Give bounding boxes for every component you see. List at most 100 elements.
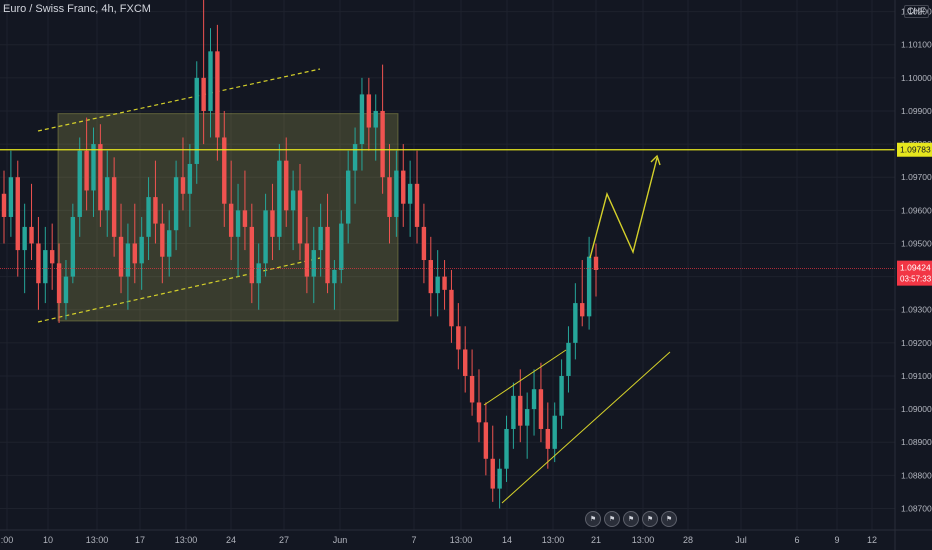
candle[interactable] [463, 326, 468, 393]
wedge-upper-line[interactable] [483, 349, 567, 406]
candle[interactable] [22, 203, 27, 294]
candle[interactable] [63, 260, 69, 320]
candle[interactable] [311, 226, 316, 304]
candle[interactable] [490, 425, 495, 502]
candle[interactable] [401, 144, 406, 227]
candle[interactable] [566, 326, 571, 393]
candle[interactable] [469, 349, 475, 416]
candle[interactable] [105, 150, 110, 237]
candle[interactable] [70, 203, 76, 284]
candle[interactable] [111, 157, 117, 257]
channel-upper-line[interactable] [37, 68, 321, 132]
candle[interactable] [573, 283, 578, 360]
candle[interactable] [504, 415, 509, 482]
candle[interactable] [215, 24, 220, 161]
candle[interactable] [387, 144, 392, 244]
candle[interactable] [201, 0, 206, 145]
candle[interactable] [394, 150, 399, 237]
candle[interactable] [118, 203, 124, 294]
candle[interactable] [435, 250, 440, 317]
candle[interactable] [91, 127, 96, 217]
flag-icon[interactable]: ⚑ [661, 511, 677, 527]
candle[interactable] [325, 193, 330, 294]
candle[interactable] [77, 137, 82, 237]
flag-icon[interactable]: ⚑ [642, 511, 658, 527]
candle[interactable] [407, 160, 413, 237]
candle[interactable] [518, 369, 523, 443]
candle[interactable] [167, 210, 172, 277]
candle[interactable] [359, 77, 365, 171]
candle[interactable] [208, 28, 213, 138]
candle[interactable] [531, 369, 537, 436]
time-axis[interactable]: :00 10 13:00 17 13:00 24 27 Jun 7 13:00 14 13:00 21 1… [0, 529, 932, 545]
flag-icon[interactable]: ⚑ [604, 511, 620, 527]
flag-icon[interactable]: ⚑ [623, 511, 639, 527]
candle[interactable] [160, 203, 165, 284]
candle[interactable] [222, 110, 227, 227]
candle[interactable] [1, 170, 7, 244]
candle[interactable] [43, 226, 48, 304]
candle[interactable] [304, 216, 310, 294]
candle[interactable] [49, 223, 55, 290]
candle[interactable] [98, 124, 103, 227]
candle[interactable] [339, 210, 344, 284]
candle[interactable] [36, 216, 41, 310]
candle[interactable] [380, 64, 385, 194]
candle[interactable] [187, 144, 193, 227]
candle[interactable] [139, 216, 144, 290]
candle[interactable] [586, 236, 592, 330]
candle[interactable] [256, 243, 261, 310]
candle[interactable] [449, 269, 454, 343]
candle[interactable] [476, 369, 482, 443]
candle[interactable] [456, 303, 461, 370]
candle[interactable] [524, 392, 530, 459]
projection-path[interactable] [589, 157, 658, 259]
symbol-title[interactable]: Euro / Swiss Franc, 4h, FXCM [3, 3, 151, 15]
flag-icon[interactable]: ⚑ [585, 511, 601, 527]
candle[interactable] [15, 160, 20, 277]
candle[interactable] [352, 127, 358, 204]
candle[interactable] [318, 203, 323, 277]
candle[interactable] [29, 183, 34, 261]
candle[interactable] [263, 193, 268, 277]
wedge-lower-line[interactable] [501, 351, 671, 504]
candle[interactable] [153, 160, 158, 244]
candle[interactable] [228, 160, 234, 261]
candle[interactable] [277, 144, 282, 251]
candle[interactable] [580, 260, 585, 327]
candle[interactable] [366, 77, 372, 151]
candle[interactable] [428, 236, 433, 317]
candle[interactable] [235, 183, 241, 277]
candle[interactable] [290, 170, 296, 251]
candle[interactable] [132, 203, 137, 284]
candle[interactable] [511, 382, 516, 449]
candle[interactable] [194, 61, 199, 184]
candle[interactable] [297, 163, 303, 261]
candle[interactable] [593, 243, 599, 297]
candle[interactable] [345, 150, 351, 244]
candle[interactable] [284, 137, 289, 227]
candle[interactable] [146, 177, 151, 261]
candle[interactable] [483, 402, 489, 476]
economic-events[interactable]: ⚑ ⚑ ⚑ ⚑ ⚑ [585, 511, 677, 529]
candle[interactable] [125, 223, 131, 310]
time-tick: 27 [279, 535, 289, 545]
candle[interactable] [56, 243, 62, 323]
candle[interactable] [414, 150, 420, 244]
candle[interactable] [270, 183, 275, 261]
candle[interactable] [545, 402, 551, 469]
currency-badge[interactable]: CHF [904, 5, 929, 18]
candle[interactable] [552, 402, 557, 463]
candle[interactable] [242, 170, 248, 251]
time-tick: 10 [43, 535, 53, 545]
candle[interactable] [497, 458, 502, 509]
candle[interactable] [84, 117, 89, 211]
candle[interactable] [173, 160, 179, 251]
candle[interactable] [8, 150, 14, 237]
candle[interactable] [538, 362, 544, 443]
candles[interactable] [1, 0, 599, 509]
candle[interactable] [249, 203, 255, 304]
candle[interactable] [559, 359, 564, 429]
candle[interactable] [421, 203, 427, 284]
